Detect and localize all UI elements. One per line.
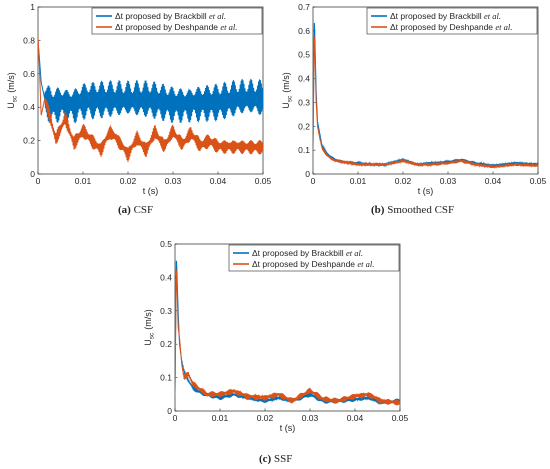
legend-label: Δt proposed by Brackbill et al. xyxy=(252,248,363,258)
chart-panel-smoothed-csf: 0 0.01 0.02 0.03 0.04 0.05 0 0.1 0.2 0.3 0.4 0.5 0.6… xyxy=(281,2,547,196)
legend-label: Δt proposed by Deshpande et al. xyxy=(252,259,374,269)
y-tick-label: 0.4 xyxy=(298,74,310,84)
series-line-0 xyxy=(38,40,263,124)
x-tick-label: 0.04 xyxy=(485,176,502,186)
x-axis-label: t (s) xyxy=(280,423,296,433)
y-tick-label: 0.1 xyxy=(298,145,310,155)
legend-box xyxy=(91,7,263,35)
x-tick-label: 0.03 xyxy=(302,413,319,423)
y-tick-label: 0 xyxy=(305,169,310,179)
y-tick-label: 0.2 xyxy=(23,136,35,146)
caption-b: (b) Smoothed CSF xyxy=(371,204,455,216)
y-tick-label: 1 xyxy=(30,2,35,12)
y-tick-label: 0.1 xyxy=(160,373,172,383)
legend-label: Δt proposed by Brackbill et al. xyxy=(115,11,226,21)
y-tick-label: 0.7 xyxy=(298,2,310,12)
y-axis-label: Usc(m/s) xyxy=(6,72,19,109)
chart-panel-csf: 0 0.01 0.02 0.03 0.04 0.05 0 0.2 0.4 0.6 0.8 1 t (s)… xyxy=(6,2,272,196)
x-tick-label: 0.01 xyxy=(350,176,367,186)
y-tick-label: 0.3 xyxy=(298,97,310,107)
x-axis-label: t (s) xyxy=(143,186,159,196)
x-axis-label: t (s) xyxy=(418,186,434,196)
y-tick-label: 0.6 xyxy=(23,69,35,79)
y-axis-label: Usc(m/s) xyxy=(143,309,156,346)
plot-area xyxy=(174,243,401,412)
x-tick-label: 0.04 xyxy=(347,413,364,423)
y-tick-label: 0.2 xyxy=(160,339,172,349)
y-tick-label: 0.4 xyxy=(23,102,35,112)
y-tick-label: 0.5 xyxy=(160,239,172,249)
x-tick-label: 0.05 xyxy=(530,176,547,186)
caption-c: (c) SSF xyxy=(259,453,293,465)
legend-box xyxy=(228,244,400,272)
legend-label: Δt proposed by Deshpande et al. xyxy=(115,22,237,32)
x-tick-label: 0.03 xyxy=(440,176,457,186)
legend-label: Δt proposed by Brackbill et al. xyxy=(390,11,501,21)
y-tick-label: 0.8 xyxy=(23,35,35,45)
series-line-1 xyxy=(175,270,400,406)
legend-label: Δt proposed by Deshpande et al. xyxy=(390,22,512,32)
x-tick-label: 0.01 xyxy=(75,176,92,186)
x-tick-label: 0.05 xyxy=(392,413,409,423)
series-line-1 xyxy=(38,37,263,163)
x-tick-label: 0 xyxy=(173,413,178,423)
y-tick-label: 0 xyxy=(167,406,172,416)
y-tick-label: 0.5 xyxy=(298,50,310,60)
x-tick-label: 0.04 xyxy=(210,176,227,186)
x-tick-label: 0 xyxy=(36,176,41,186)
x-tick-label: 0.01 xyxy=(212,413,229,423)
chart-panel-ssf: 0 0.01 0.02 0.03 0.04 0.05 0 0.1 0.2 0.3 0.4 0.5 t (… xyxy=(143,239,409,433)
y-tick-label: 0.6 xyxy=(298,26,310,36)
x-tick-label: 0.05 xyxy=(255,176,272,186)
x-tick-label: 0 xyxy=(311,176,316,186)
x-tick-label: 0.02 xyxy=(257,413,274,423)
x-tick-label: 0.02 xyxy=(120,176,137,186)
y-tick-label: 0.3 xyxy=(160,306,172,316)
x-tick-label: 0.02 xyxy=(395,176,412,186)
plot-area xyxy=(312,6,539,175)
y-axis-label: Usc(m/s) xyxy=(281,72,294,109)
y-tick-label: 0.2 xyxy=(298,121,310,131)
legend-box xyxy=(366,7,538,35)
caption-a: (a) CSF xyxy=(118,204,154,216)
y-tick-label: 0.4 xyxy=(160,272,172,282)
x-tick-label: 0.03 xyxy=(165,176,182,186)
y-tick-label: 0 xyxy=(30,169,35,179)
series-line-1 xyxy=(313,36,538,169)
